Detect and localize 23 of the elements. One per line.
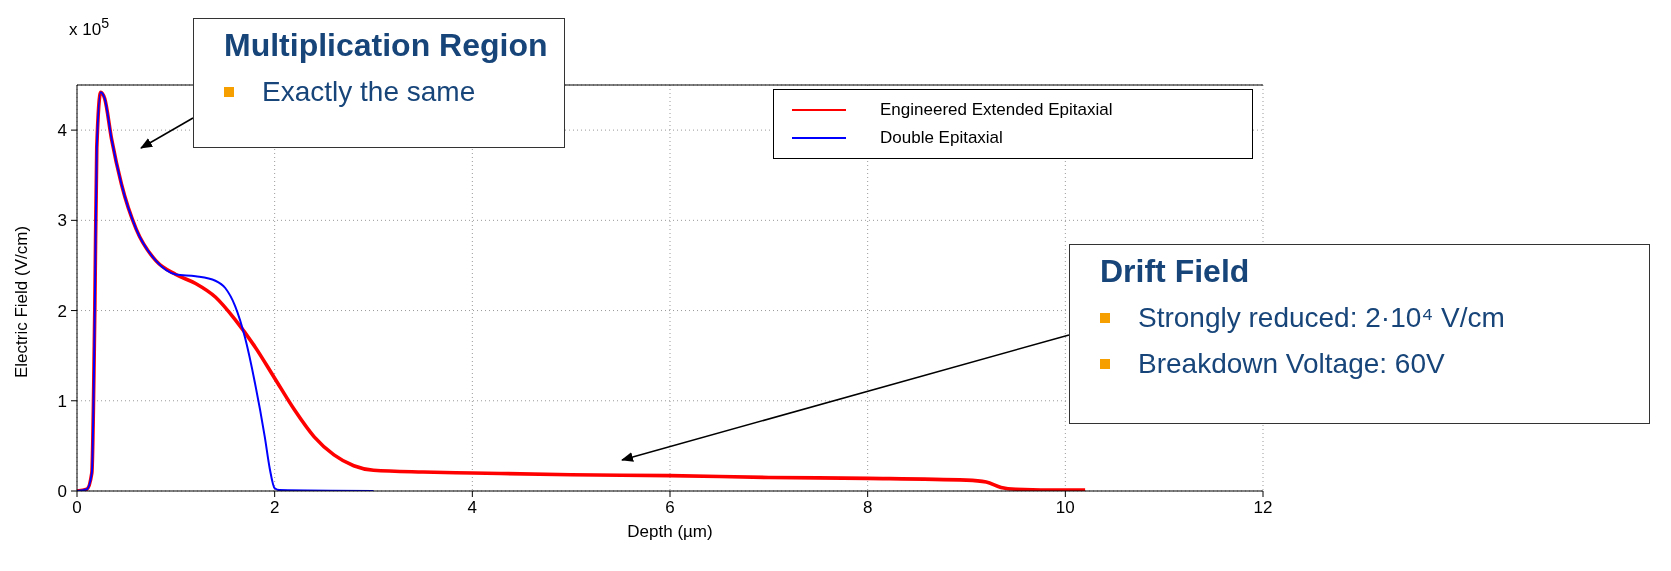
x-tick-label: 10 xyxy=(1055,498,1075,518)
annotation: Strongly reduced: 2·10⁴ V/cm xyxy=(1138,302,1505,334)
x-tick-label: 12 xyxy=(1253,498,1273,518)
legend-label: Double Epitaxial xyxy=(880,128,1003,148)
y-tick-label: 0 xyxy=(57,482,67,502)
x-tick-label: 6 xyxy=(665,498,675,518)
x-tick-label: 0 xyxy=(72,498,82,518)
y-axis-title: Electric Field (V/cm) xyxy=(12,225,32,378)
y-tick-label: 3 xyxy=(57,211,67,231)
x-tick-label: 4 xyxy=(467,498,478,518)
text: x 10$^{5}$ xyxy=(69,15,110,40)
y-tick-label: 1 xyxy=(57,391,67,411)
x-tick-label: 8 xyxy=(862,498,873,518)
x-tick-label: 2 xyxy=(269,498,280,518)
legend-label: Engineered Extended Epitaxial xyxy=(880,100,1113,120)
callout-box: Drift Field Strongly reduced: 2·10⁴ V/cm Breakdown Voltage: 60V xyxy=(1069,244,1650,424)
y-tick-label: 4 xyxy=(57,121,67,141)
annotation: Exactly the same xyxy=(262,76,476,108)
y-tick-label: 2 xyxy=(57,301,67,321)
annotation: Breakdown Voltage: 60V xyxy=(1138,348,1445,380)
annotation: Drift Field xyxy=(1100,253,1251,290)
x-axis-title: Depth (µm) xyxy=(627,522,713,541)
callout-box: Multiplication Region Exactly the same xyxy=(193,18,565,148)
